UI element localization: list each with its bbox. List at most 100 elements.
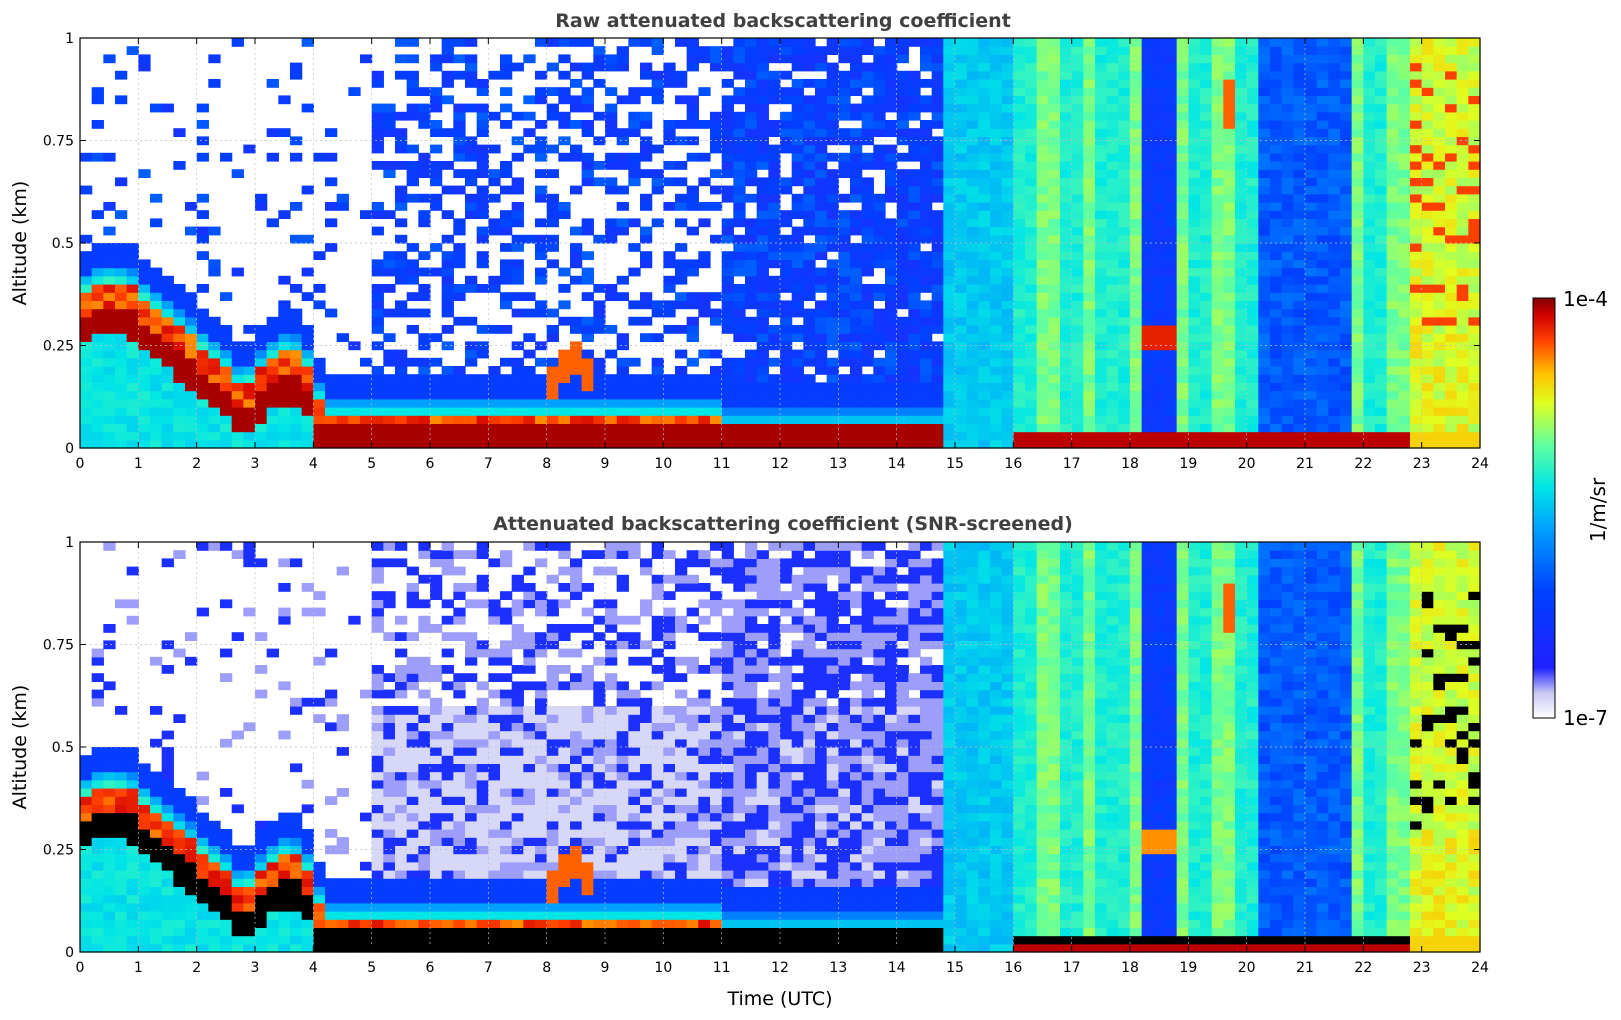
heatmap-cell [476,374,489,383]
heatmap-cell [1410,70,1423,80]
heatmap-cell [406,103,419,113]
heatmap-cell [1293,423,1306,433]
heatmap-cell [1141,193,1154,203]
heatmap-cell [1176,275,1189,285]
heatmap-cell [1281,341,1294,351]
heatmap-cell [1398,202,1411,211]
heatmap-cell [628,218,641,228]
heatmap-cell [1410,103,1423,113]
heatmap-cell [791,415,804,424]
heatmap-cell [395,251,408,260]
heatmap-cell [231,878,244,887]
heatmap-cell [80,398,93,408]
heatmap-cell [278,407,291,416]
heatmap-cell [873,382,886,392]
heatmap-cell [371,144,384,154]
heatmap-cell [955,103,968,113]
heatmap-cell [1223,46,1236,55]
heatmap-cell [721,284,734,293]
heatmap-cell [301,357,314,367]
heatmap-cell [978,38,991,47]
heatmap-cell [115,300,128,310]
heatmap-cell [803,202,816,211]
heatmap-cell [208,837,221,846]
heatmap-cell [430,144,443,154]
heatmap-cell [1025,292,1038,301]
heatmap-cell [1433,390,1446,400]
heatmap-cell [91,837,104,846]
heatmap-cell [1270,46,1283,55]
heatmap-cell [150,103,163,113]
heatmap-cell [1351,169,1364,178]
heatmap-cell [768,243,781,252]
heatmap-cell [1071,234,1084,244]
heatmap-cell [103,259,116,269]
heatmap-cell [1316,407,1329,416]
heatmap-cell [593,316,606,326]
heatmap-cell [1095,349,1108,359]
heatmap-cell [931,349,944,359]
heatmap-cell [861,177,874,187]
heatmap-cell [150,943,163,953]
heatmap-cell [1398,243,1411,252]
heatmap-cell [943,193,956,203]
heatmap-cell [990,62,1003,72]
heatmap-cell [1060,161,1073,170]
heatmap-cell [103,911,116,920]
heatmap-cell [1188,144,1201,154]
heatmap-cell [1246,259,1259,269]
heatmap-cell [196,431,209,441]
heatmap-cell [103,779,116,789]
heatmap-cell [745,38,758,47]
heatmap-cell [628,169,641,178]
heatmap-cell [955,333,968,342]
heatmap-cell [208,423,221,433]
heatmap-cell [1433,407,1446,416]
heatmap-cell [756,202,769,211]
heatmap-cell [1281,415,1294,424]
heatmap-cell [1165,407,1178,416]
heatmap-cell [745,169,758,178]
heatmap-cell [208,902,221,912]
heatmap-cell [1083,226,1096,236]
heatmap-cell [1316,349,1329,359]
heatmap-cell [581,275,594,285]
heatmap-cell [196,935,209,945]
heatmap-cell [126,407,139,416]
heatmap-cell [1433,366,1446,375]
heatmap-cell [1200,177,1213,187]
heatmap-cell [1118,374,1131,383]
heatmap-cell [1258,243,1271,252]
heatmap-cell [1456,431,1469,441]
heatmap-cell [476,87,489,96]
heatmap-cell [931,226,944,236]
heatmap-cell [675,292,688,301]
heatmap-cell [873,374,886,383]
heatmap-cell [1445,185,1458,195]
heatmap-cell [896,193,909,203]
heatmap-cell [838,38,851,47]
heatmap-cell [1258,103,1271,113]
heatmap-cell [150,398,163,408]
heatmap-cell [278,357,291,367]
heatmap-cell [1468,407,1481,416]
heatmap-cell [931,136,944,146]
heatmap-cell [1351,177,1364,187]
heatmap-cell [511,407,524,416]
heatmap-cell [815,439,828,449]
heatmap-cell [1270,431,1283,441]
heatmap-cell [535,152,548,162]
heatmap-cell [861,300,874,310]
heatmap-cell [1375,357,1388,367]
heatmap-cell [430,357,443,367]
heatmap-cell [1153,357,1166,367]
heatmap-cell [1445,316,1458,326]
heatmap-cell [605,325,618,334]
heatmap-cell [1351,152,1364,162]
heatmap-cell [441,38,454,47]
heatmap-cell [943,169,956,178]
heatmap-cell [301,439,314,449]
heatmap-cell [138,935,151,945]
heatmap-cell [500,243,513,252]
heatmap-cell [733,439,746,449]
